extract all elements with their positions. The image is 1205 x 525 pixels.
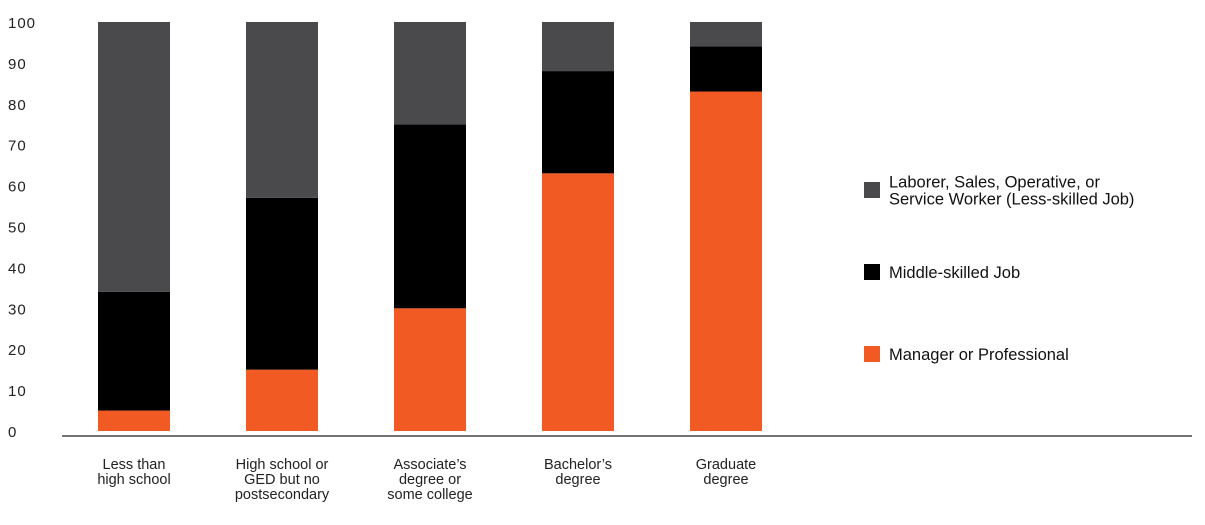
legend-label: Manager or Professional (889, 346, 1069, 364)
y-tick-label: 50 (8, 220, 27, 237)
x-tick-label: High school or (236, 457, 329, 473)
bar-segment-manager (98, 410, 170, 431)
y-tick-label: 0 (8, 424, 17, 441)
x-tick-label: GED but no (244, 472, 320, 488)
x-tick-label: Bachelor’s (544, 457, 612, 473)
bar-segment-less-skilled (394, 22, 466, 125)
x-tick-label: degree (555, 472, 600, 488)
y-tick-label: 100 (8, 15, 36, 32)
bar-segment-less-skilled (542, 22, 614, 72)
bar-segment-less-skilled (98, 22, 170, 292)
bar-segment-less-skilled (690, 22, 762, 47)
y-tick-label: 90 (8, 56, 27, 73)
bar-segment-manager (246, 369, 318, 431)
legend-label: Laborer, Sales, Operative, or (889, 174, 1100, 192)
y-tick-label: 70 (8, 138, 27, 155)
y-tick-label: 10 (8, 383, 27, 400)
legend-label: Service Worker (Less-skilled Job) (889, 191, 1134, 209)
bars (98, 22, 762, 431)
x-tick-label: Less than (103, 457, 166, 473)
bar-segment-manager (394, 308, 466, 431)
y-tick-label: 30 (8, 301, 27, 318)
legend-swatch (864, 182, 880, 198)
bar-segment-less-skilled (246, 22, 318, 198)
x-tick-label: Associate’s (393, 457, 466, 473)
legend-label: Middle-skilled Job (889, 264, 1020, 282)
x-tick-label: some college (387, 487, 472, 503)
bar-segment-middle-skilled (98, 291, 170, 411)
bar-segment-middle-skilled (246, 197, 318, 370)
y-tick-label: 20 (8, 342, 27, 359)
y-tick-label: 80 (8, 97, 27, 114)
x-tick-label: degree (703, 472, 748, 488)
bar-segment-middle-skilled (542, 71, 614, 174)
bar-segment-manager (690, 91, 762, 431)
x-tick-label: Graduate (696, 457, 756, 473)
y-tick-label: 40 (8, 260, 27, 277)
legend-swatch (864, 346, 880, 362)
y-tick-label: 60 (8, 179, 27, 196)
legend-swatch (864, 264, 880, 280)
bar-segment-manager (542, 173, 614, 431)
y-axis: 0 10 20 30 40 50 60 70 80 90 100 (8, 15, 36, 441)
x-tick-label: postsecondary (235, 487, 330, 503)
bar-segment-middle-skilled (394, 124, 466, 309)
x-tick-label: high school (97, 472, 170, 488)
x-tick-label: degree or (399, 472, 461, 488)
bar-segment-middle-skilled (690, 46, 762, 92)
